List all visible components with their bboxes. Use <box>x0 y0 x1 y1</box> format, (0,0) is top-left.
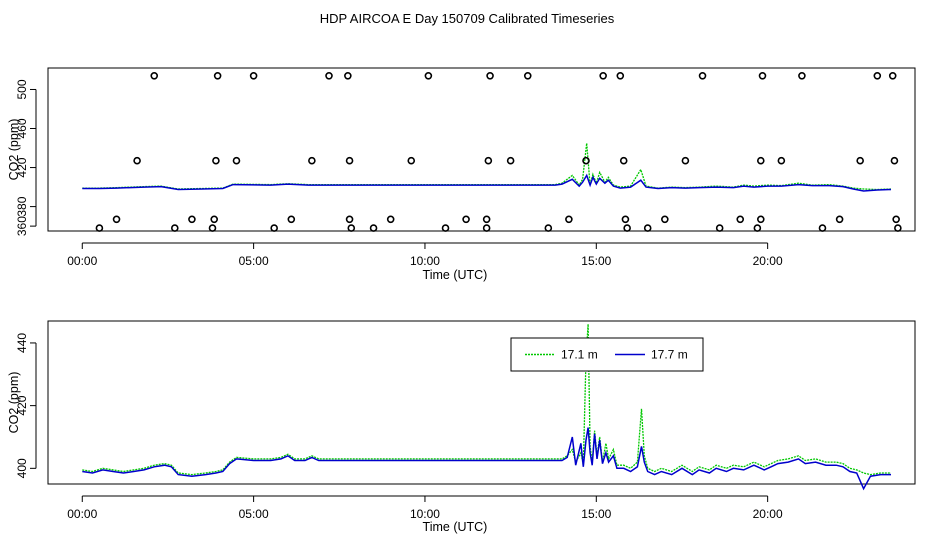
plot-frame <box>47 67 916 232</box>
series-line-17-7-m <box>82 173 892 192</box>
scatter-point <box>347 224 356 232</box>
scatter-point <box>619 156 628 165</box>
scatter-point <box>95 224 104 232</box>
scatter-point <box>482 224 491 232</box>
scatter-point <box>698 72 707 80</box>
y-tick-label: 380 <box>15 196 29 216</box>
scatter-point <box>208 224 217 232</box>
scatter-point <box>798 72 806 80</box>
scatter-point <box>892 215 900 224</box>
x-axis-title: Time (UTC) <box>423 520 488 534</box>
scatter-point <box>661 215 669 224</box>
scatter-point <box>835 215 844 224</box>
y-tick-label: 400 <box>15 458 29 478</box>
scatter-point <box>170 224 179 232</box>
scatter-point <box>890 156 899 165</box>
scatter-point <box>482 215 491 224</box>
scatter-point <box>818 224 827 232</box>
scatter-point <box>599 72 607 80</box>
scatter-point <box>643 224 652 232</box>
scatter-point <box>344 72 352 80</box>
scatter-point <box>544 224 553 232</box>
scatter-point <box>621 215 630 224</box>
x-tick-label: 15:00 <box>581 507 611 521</box>
plot-bottom-panel: 00:00 05:00 10:00 15:00 20:00 400 420 440 Time (… <box>7 320 916 534</box>
scatter-point <box>369 224 378 232</box>
scatter-point <box>441 224 450 232</box>
scatter-point <box>287 215 296 224</box>
x-tick-label: 05:00 <box>239 254 269 268</box>
scatter-point <box>325 72 333 80</box>
page-title: HDP AIRCOA E Day 150709 Calibrated Times… <box>320 11 615 26</box>
scatter-point <box>777 156 786 165</box>
series-line-17-1-m <box>82 143 892 191</box>
scatter-point <box>484 156 493 165</box>
scatter-point <box>523 72 532 80</box>
x-tick-label: 05:00 <box>239 507 269 521</box>
scatter-point <box>756 215 765 224</box>
scatter-point <box>150 72 159 80</box>
scatter-point <box>715 224 724 232</box>
scatter-point <box>386 215 395 224</box>
scatter-point <box>856 156 864 165</box>
scatter-point <box>582 156 590 165</box>
scatter-point <box>873 72 882 80</box>
y-tick-label: 420 <box>15 395 29 415</box>
scatter-point <box>270 224 278 232</box>
y-tick-label: 440 <box>15 333 29 353</box>
plot-frame <box>47 320 916 485</box>
y-tick-label: 360 <box>15 216 29 236</box>
x-tick-label: 20:00 <box>753 507 783 521</box>
scatter-point <box>756 156 765 165</box>
scatter-point <box>249 72 258 80</box>
scatter-point <box>894 224 902 232</box>
x-tick-label: 20:00 <box>753 254 783 268</box>
scatter-point <box>753 224 762 232</box>
scatter-point <box>212 156 220 165</box>
x-tick-label: 10:00 <box>410 507 440 521</box>
x-tick-label: 00:00 <box>67 507 97 521</box>
x-tick-label: 10:00 <box>410 254 440 268</box>
scatter-point <box>681 156 690 165</box>
scatter-point <box>308 156 316 165</box>
scatter-point <box>736 215 745 224</box>
scatter-point <box>213 72 222 80</box>
series-line-17-7-m <box>82 427 891 491</box>
scatter-point <box>506 156 515 165</box>
scatter-point <box>616 72 625 80</box>
scatter-point <box>345 156 354 165</box>
x-tick-label: 15:00 <box>581 254 611 268</box>
legend: 17.1 m 17.7 m <box>510 337 704 372</box>
y-tick-label: 460 <box>15 118 29 138</box>
scatter-point <box>623 224 631 232</box>
scatter-point <box>486 72 494 80</box>
scatter-point <box>345 215 354 224</box>
y-axis-title: CO2 (ppm) <box>7 372 21 434</box>
scatter-point <box>565 215 573 224</box>
scatter-point <box>232 156 241 165</box>
y-axis-title: CO2 (ppm) <box>7 119 21 181</box>
y-tick-label: 420 <box>15 157 29 177</box>
scatter-point <box>758 72 767 80</box>
y-tick-label: 500 <box>15 79 29 99</box>
scatter-point <box>188 215 196 224</box>
scatter-point <box>462 215 470 224</box>
series-line-17-1-m <box>82 324 891 476</box>
legend-label: 17.1 m <box>561 348 598 362</box>
scatter-point <box>210 215 219 224</box>
scatter-point <box>888 72 897 80</box>
x-tick-label: 00:00 <box>67 254 97 268</box>
scatter-point <box>112 215 121 224</box>
scatter-point <box>133 156 141 165</box>
x-axis-title: Time (UTC) <box>423 268 488 282</box>
scatter-point <box>407 156 416 165</box>
scatter-point <box>424 72 433 80</box>
legend-label: 17.7 m <box>651 348 688 362</box>
